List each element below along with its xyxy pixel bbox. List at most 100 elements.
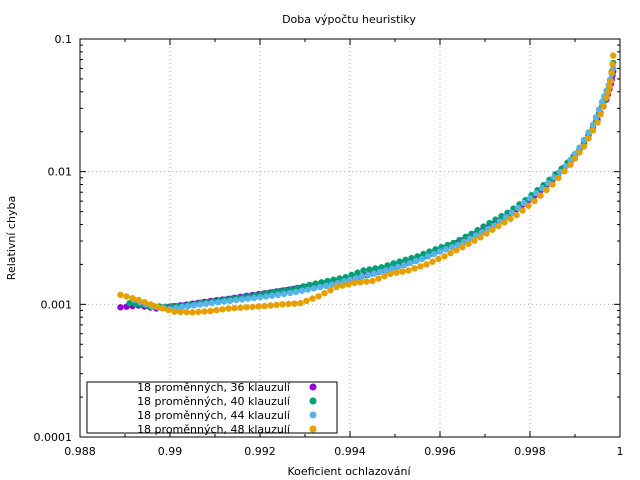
data-point xyxy=(360,267,367,274)
y-tick-label: 0.1 xyxy=(55,33,73,46)
data-point xyxy=(201,308,208,315)
data-point xyxy=(441,253,448,260)
x-tick-label: 0.992 xyxy=(244,445,276,458)
data-point xyxy=(435,255,442,263)
data-point xyxy=(117,304,124,311)
data-point xyxy=(226,297,234,304)
data-point xyxy=(607,78,615,85)
y-tick-label: 0.0001 xyxy=(34,431,73,444)
data-point xyxy=(604,89,612,96)
data-point xyxy=(465,240,472,248)
data-point xyxy=(393,269,400,276)
data-point xyxy=(291,300,298,307)
data-point xyxy=(411,265,418,272)
data-point xyxy=(610,52,617,59)
data-point xyxy=(310,285,318,292)
ticks: 0.988 0.99 0.992 0.994 0.996 0.998 1 0.0001 0.00… xyxy=(34,33,624,458)
data-point xyxy=(280,290,288,298)
data-point xyxy=(214,299,222,306)
data-point xyxy=(390,260,397,267)
data-point xyxy=(402,256,409,264)
data-point xyxy=(597,111,604,118)
data-point xyxy=(339,282,346,289)
data-point xyxy=(351,279,358,287)
data-point xyxy=(388,265,396,272)
data-point xyxy=(268,292,276,299)
data-point xyxy=(184,302,192,310)
data-point xyxy=(315,293,322,300)
data-point xyxy=(376,268,384,276)
data-point xyxy=(477,234,484,241)
data-point xyxy=(159,305,166,312)
chart-title: Doba výpočtu heuristiky xyxy=(282,13,416,26)
data-point xyxy=(274,291,282,298)
data-point xyxy=(190,302,198,309)
data-point xyxy=(381,272,388,280)
data-point xyxy=(543,186,550,194)
y-tick-label: 0.01 xyxy=(48,166,73,179)
data-point xyxy=(255,303,262,310)
legend-label: 18 proměnných, 36 klauzulí xyxy=(137,381,291,394)
data-point xyxy=(429,258,436,265)
x-tick-label: 0.99 xyxy=(158,445,183,458)
x-tick-label: 0.998 xyxy=(514,445,546,458)
legend-label: 18 proměnných, 44 klauzulí xyxy=(137,409,291,422)
data-point xyxy=(237,304,244,311)
legend: 18 proměnných, 36 klauzulí 18 proměnných,… xyxy=(86,381,338,436)
data-point xyxy=(606,83,613,91)
legend-marker xyxy=(309,411,317,419)
data-point xyxy=(399,268,406,275)
data-point xyxy=(126,299,133,307)
data-point xyxy=(580,143,588,150)
data-point xyxy=(366,266,373,273)
data-point xyxy=(375,275,382,282)
data-point xyxy=(495,222,502,230)
data-point xyxy=(262,293,270,300)
data-point xyxy=(232,296,240,304)
data-point xyxy=(256,294,264,301)
data-point xyxy=(286,289,294,297)
data-point xyxy=(513,211,520,219)
data-point xyxy=(519,207,526,214)
data-point xyxy=(594,119,601,126)
data-point xyxy=(382,267,390,274)
data-point xyxy=(531,197,538,205)
data-point xyxy=(321,290,328,297)
data-point xyxy=(267,302,274,309)
data-point xyxy=(316,283,324,291)
data-point xyxy=(231,304,238,312)
data-point xyxy=(555,174,562,182)
data-point xyxy=(459,243,466,251)
data-point xyxy=(147,301,154,308)
data-point xyxy=(501,219,508,226)
data-point xyxy=(123,293,130,300)
data-point xyxy=(324,277,331,285)
data-point xyxy=(117,291,124,298)
data-point xyxy=(417,263,424,270)
legend-marker xyxy=(309,397,317,405)
data-point xyxy=(424,253,432,260)
data-point xyxy=(447,250,454,257)
data-point xyxy=(285,300,292,308)
data-point xyxy=(189,309,196,316)
data-point xyxy=(333,283,340,291)
data-point xyxy=(135,296,142,304)
data-point xyxy=(369,277,376,285)
data-point xyxy=(609,60,616,68)
data-point xyxy=(412,257,420,265)
series-4 xyxy=(117,52,617,316)
data-point xyxy=(387,270,394,277)
data-point xyxy=(273,301,280,309)
data-point xyxy=(304,286,312,293)
data-point xyxy=(364,271,372,279)
data-point xyxy=(196,301,204,308)
data-point xyxy=(327,286,334,294)
data-point xyxy=(537,192,544,199)
data-point xyxy=(603,94,610,102)
data-point xyxy=(489,226,496,233)
data-points xyxy=(117,52,617,316)
x-tick-label: 0.996 xyxy=(424,445,456,458)
data-point xyxy=(244,295,252,302)
data-point xyxy=(202,300,210,307)
